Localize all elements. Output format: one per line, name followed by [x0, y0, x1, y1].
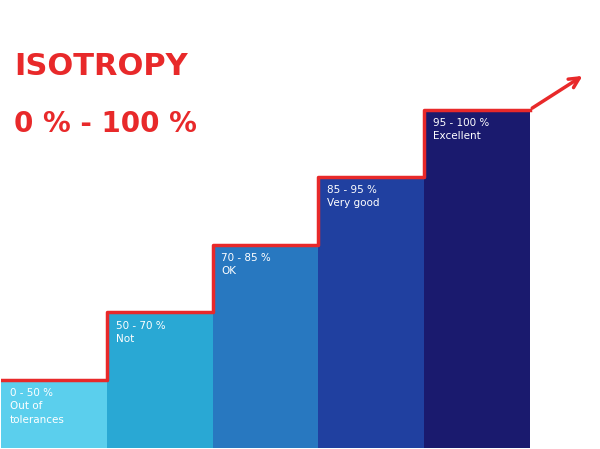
- Bar: [424, 110, 530, 448]
- Text: 95 - 100 %
Excellent: 95 - 100 % Excellent: [433, 118, 489, 141]
- Bar: [107, 313, 213, 448]
- Text: 0 % - 100 %: 0 % - 100 %: [14, 110, 197, 137]
- Bar: [1, 380, 107, 448]
- Text: 50 - 70 %
Not: 50 - 70 % Not: [116, 321, 165, 343]
- Text: 0 - 50 %
Out of
tolerances: 0 - 50 % Out of tolerances: [10, 388, 65, 424]
- Text: 70 - 85 %
OK: 70 - 85 % OK: [221, 253, 271, 276]
- Bar: [319, 177, 424, 448]
- Bar: [213, 245, 319, 448]
- Text: 85 - 95 %
Very good: 85 - 95 % Very good: [327, 185, 379, 208]
- Text: ISOTROPY: ISOTROPY: [14, 52, 188, 81]
